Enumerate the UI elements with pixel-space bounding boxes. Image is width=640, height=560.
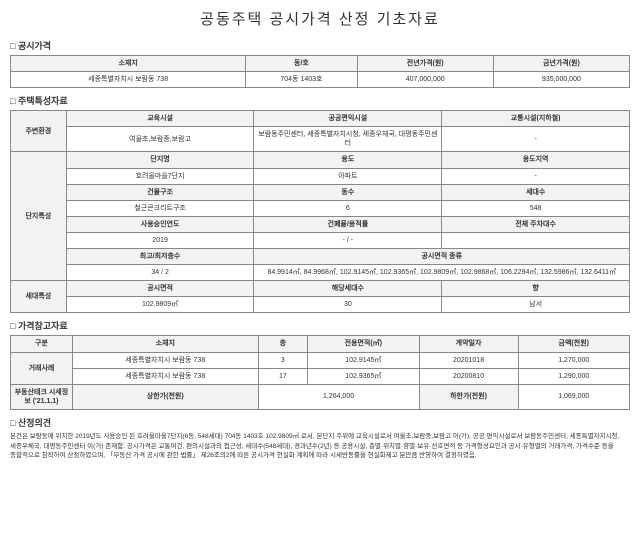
v-bldg: 6 bbox=[254, 200, 442, 216]
v-year: 2019 bbox=[66, 232, 254, 248]
r2-addr: 세종특별자치시 보람동 738 bbox=[72, 368, 258, 384]
h-parea: 공시면적 bbox=[66, 281, 254, 297]
td-unit: 704동 1403호 bbox=[246, 72, 357, 88]
h-units: 세대수 bbox=[442, 184, 630, 200]
h-public: 공공편익시설 bbox=[254, 111, 442, 127]
h-floor: 층 bbox=[258, 336, 308, 352]
r2-area: 102.9365㎡ bbox=[308, 368, 419, 384]
v-edu: 여울초,보람중,보람고 bbox=[66, 127, 254, 152]
h-date: 계약일자 bbox=[419, 336, 518, 352]
r2-floor: 17 bbox=[258, 368, 308, 384]
section-label-price: 공시가격 bbox=[10, 39, 630, 52]
r1-floor: 3 bbox=[258, 352, 308, 368]
h-name: 단지명 bbox=[66, 152, 254, 168]
v-dir: 남서 bbox=[442, 297, 630, 313]
v-park bbox=[442, 232, 630, 248]
r2-price: 1,290,000 bbox=[518, 368, 629, 384]
v-floors: 34 / 2 bbox=[66, 265, 254, 281]
h-struct: 건물구조 bbox=[66, 184, 254, 200]
side-market: 부동산테크 시세정보 ('21.1.1) bbox=[11, 384, 73, 409]
v-ratio: - / - bbox=[254, 232, 442, 248]
h-floors: 최고/최저층수 bbox=[66, 249, 254, 265]
h-gubun: 구분 bbox=[11, 336, 73, 352]
r1-addr: 세종특별자치시 보람동 738 bbox=[72, 352, 258, 368]
price-table: 소재지 동/호 전년가격(원) 금년가격(원) 세종특별자치시 보람동 738 … bbox=[10, 55, 630, 88]
h-year: 사용승인연도 bbox=[66, 216, 254, 232]
v-use: 아파트 bbox=[254, 168, 442, 184]
v-parea: 102.9809㎡ bbox=[66, 297, 254, 313]
side-complex: 단지특성 bbox=[11, 152, 67, 281]
r1-price: 1,270,000 bbox=[518, 352, 629, 368]
reference-table: 구분 소재지 층 전용면적(㎡) 계약일자 금액(천원) 거래사례 세종특별자치… bbox=[10, 335, 630, 409]
h-zone: 용도지역 bbox=[442, 152, 630, 168]
v-count: 30 bbox=[254, 297, 442, 313]
r1-date: 20201018 bbox=[419, 352, 518, 368]
v-public: 보람동주민센터, 세종특별자치시청, 세종우체국, 대평동주민센터 bbox=[254, 127, 442, 152]
side-trade: 거래사례 bbox=[11, 352, 73, 384]
h-count: 해당세대수 bbox=[254, 281, 442, 297]
r1-area: 102.9145㎡ bbox=[308, 352, 419, 368]
h-bldg: 동수 bbox=[254, 184, 442, 200]
h-area: 전용면적(㎡) bbox=[308, 336, 419, 352]
v-struct: 철근콘크리트구조 bbox=[66, 200, 254, 216]
section-label-char: 주택특성자료 bbox=[10, 94, 630, 107]
td-addr: 세종특별자치시 보람동 738 bbox=[11, 72, 246, 88]
h-up: 상한가(천원) bbox=[72, 384, 258, 409]
v-dn: 1,069,000 bbox=[518, 384, 629, 409]
h-trans: 교통시설(지하철) bbox=[442, 111, 630, 127]
h-dn: 하한가(천원) bbox=[419, 384, 518, 409]
h-edu: 교육시설 bbox=[66, 111, 254, 127]
v-up: 1,264,000 bbox=[258, 384, 419, 409]
v-name: 호려울마을7단지 bbox=[66, 168, 254, 184]
v-areas: 84.9914㎡, 84.9968㎡, 102.9145㎡, 102.9365㎡… bbox=[254, 265, 630, 281]
h-areas: 공시면적 종류 bbox=[254, 249, 630, 265]
th-addr: 소재지 bbox=[11, 56, 246, 72]
h-ratio: 건폐율/용적률 bbox=[254, 216, 442, 232]
v-trans: - bbox=[442, 127, 630, 152]
v-zone: - bbox=[442, 168, 630, 184]
h-amt: 금액(천원) bbox=[518, 336, 629, 352]
side-env: 주변환경 bbox=[11, 111, 67, 152]
th-curr: 금년가격(원) bbox=[493, 56, 629, 72]
section-label-op: 산정의견 bbox=[10, 416, 630, 429]
th-unit: 동/호 bbox=[246, 56, 357, 72]
h-dir: 향 bbox=[442, 281, 630, 297]
section-label-ref: 가격참고자료 bbox=[10, 319, 630, 332]
h-use: 용도 bbox=[254, 152, 442, 168]
opinion-text: 본건은 보람동에 위치한 2019년도 사용승인 된 호려울마을7단지(6동, … bbox=[10, 432, 630, 461]
r2-date: 20200810 bbox=[419, 368, 518, 384]
td-prev: 407,000,000 bbox=[357, 72, 493, 88]
page-title: 공동주택 공시가격 산정 기초자료 bbox=[10, 8, 630, 29]
h-park: 전체 주차대수 bbox=[442, 216, 630, 232]
td-curr: 935,000,000 bbox=[493, 72, 629, 88]
characteristics-table: 주변환경 교육시설 공공편익시설 교통시설(지하철) 여울초,보람중,보람고 보… bbox=[10, 110, 630, 313]
h-addr2: 소재지 bbox=[72, 336, 258, 352]
side-unit: 세대특성 bbox=[11, 281, 67, 313]
th-prev: 전년가격(원) bbox=[357, 56, 493, 72]
v-units: 548 bbox=[442, 200, 630, 216]
